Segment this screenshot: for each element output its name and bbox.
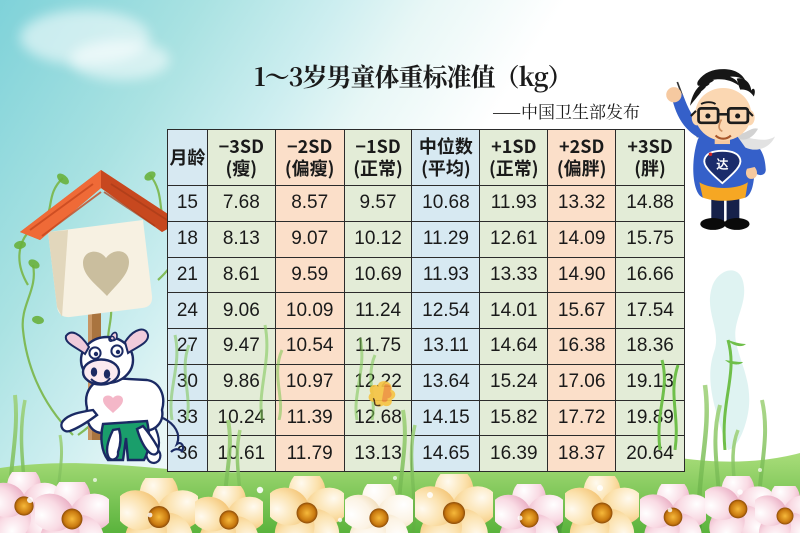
svg-text:达: 达 (716, 158, 728, 172)
